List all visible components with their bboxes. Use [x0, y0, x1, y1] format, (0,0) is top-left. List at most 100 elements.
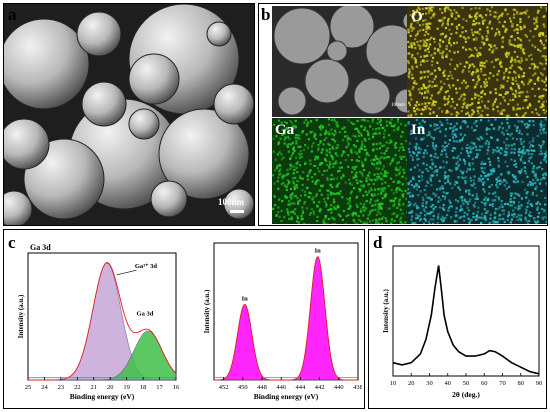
map-pixel: [367, 134, 370, 137]
map-pixel: [533, 149, 536, 152]
map-pixel: [419, 39, 422, 43]
map-pixel: [409, 195, 412, 198]
map-pixel: [447, 180, 450, 183]
map-pixel: [411, 53, 414, 57]
sem-sphere: [277, 86, 307, 116]
map-pixel: [286, 144, 289, 147]
map-pixel: [405, 198, 407, 201]
map-pixel: [511, 192, 514, 195]
map-pixel: [421, 103, 424, 106]
map-pixel: [366, 151, 369, 154]
map-pixel: [473, 142, 476, 145]
map-pixel: [349, 150, 352, 153]
map-pixel: [521, 81, 524, 84]
map-pixel: [493, 168, 496, 171]
map-pixel: [379, 119, 382, 122]
map-pixel: [488, 77, 491, 80]
map-pixel: [493, 15, 496, 18]
map-pixel: [454, 180, 457, 183]
map-pixel: [485, 81, 488, 84]
map-pixel: [295, 185, 299, 188]
map-pixel: [290, 202, 293, 205]
map-pixel: [396, 128, 399, 131]
map-pixel: [390, 125, 393, 128]
map-pixel: [343, 150, 346, 153]
map-pixel: [500, 203, 503, 206]
map-pixel: [301, 206, 304, 209]
map-pixel: [449, 63, 452, 66]
map-pixel: [470, 126, 473, 129]
map-pixel: [417, 206, 420, 209]
map-pixel: [500, 200, 503, 203]
xrd-curve: [392, 265, 540, 375]
map-pixel: [508, 43, 511, 46]
map-pixel: [360, 140, 364, 143]
map-pixel: [525, 149, 529, 152]
map-pixel: [328, 148, 331, 151]
map-pixel: [514, 181, 517, 184]
map-pixel: [531, 140, 534, 143]
map-pixel: [381, 145, 384, 148]
map-pixel: [536, 66, 539, 69]
map-pixel: [487, 145, 490, 149]
map-pixel: [433, 155, 436, 158]
map-pixel: [410, 22, 413, 25]
map-pixel: [334, 152, 337, 155]
map-pixel: [430, 6, 433, 9]
map-pixel: [319, 140, 322, 143]
map-pixel: [316, 215, 319, 218]
x-tick-label: 23: [58, 384, 64, 391]
map-pixel: [316, 119, 319, 122]
map-pixel: [290, 216, 293, 219]
map-pixel: [414, 59, 417, 62]
map-pixel: [455, 87, 458, 90]
map-pixel: [509, 204, 512, 207]
map-pixel: [342, 174, 345, 178]
map-pixel: [409, 191, 412, 194]
map-pixel: [513, 50, 516, 53]
map-pixel: [407, 114, 410, 117]
map-pixel: [310, 208, 313, 211]
map-pixel: [445, 55, 448, 58]
map-pixel: [508, 71, 511, 74]
peak-annotation: In: [315, 247, 322, 254]
map-pixel: [480, 70, 483, 73]
map-pixel: [494, 191, 497, 194]
map-pixel: [477, 74, 480, 77]
map-pixel: [363, 148, 367, 152]
map-pixel: [483, 85, 486, 88]
map-pixel: [533, 82, 536, 85]
map-pixel: [382, 174, 385, 178]
map-pixel: [480, 222, 483, 224]
map-pixel: [489, 91, 492, 94]
map-pixel: [494, 223, 497, 224]
map-pixel: [444, 36, 447, 39]
map-pixel: [422, 23, 425, 26]
map-pixel: [457, 154, 460, 157]
map-pixel: [442, 148, 445, 151]
map-pixel: [528, 80, 531, 83]
map-pixel: [472, 168, 475, 171]
map-pixel: [430, 54, 433, 57]
map-pixel: [464, 182, 467, 185]
map-pixel: [464, 81, 467, 84]
map-pixel: [428, 84, 431, 87]
map-pixel: [450, 205, 453, 208]
map-pixel: [346, 202, 349, 205]
map-pixel: [432, 214, 435, 217]
map-pixel: [417, 6, 420, 9]
map-pixel: [474, 17, 477, 20]
map-pixel: [531, 149, 534, 152]
map-pixel: [545, 7, 547, 10]
map-pixel: [523, 26, 526, 29]
map-pixel: [472, 129, 475, 132]
map-pixel: [492, 220, 495, 223]
map-pixel: [321, 148, 324, 151]
map-pixel: [286, 126, 289, 129]
map-pixel: [523, 166, 526, 169]
map-pixel: [449, 127, 452, 130]
map-pixel: [422, 44, 425, 47]
map-pixel: [350, 151, 353, 154]
map-pixel: [475, 125, 478, 128]
map-pixel: [428, 80, 431, 83]
